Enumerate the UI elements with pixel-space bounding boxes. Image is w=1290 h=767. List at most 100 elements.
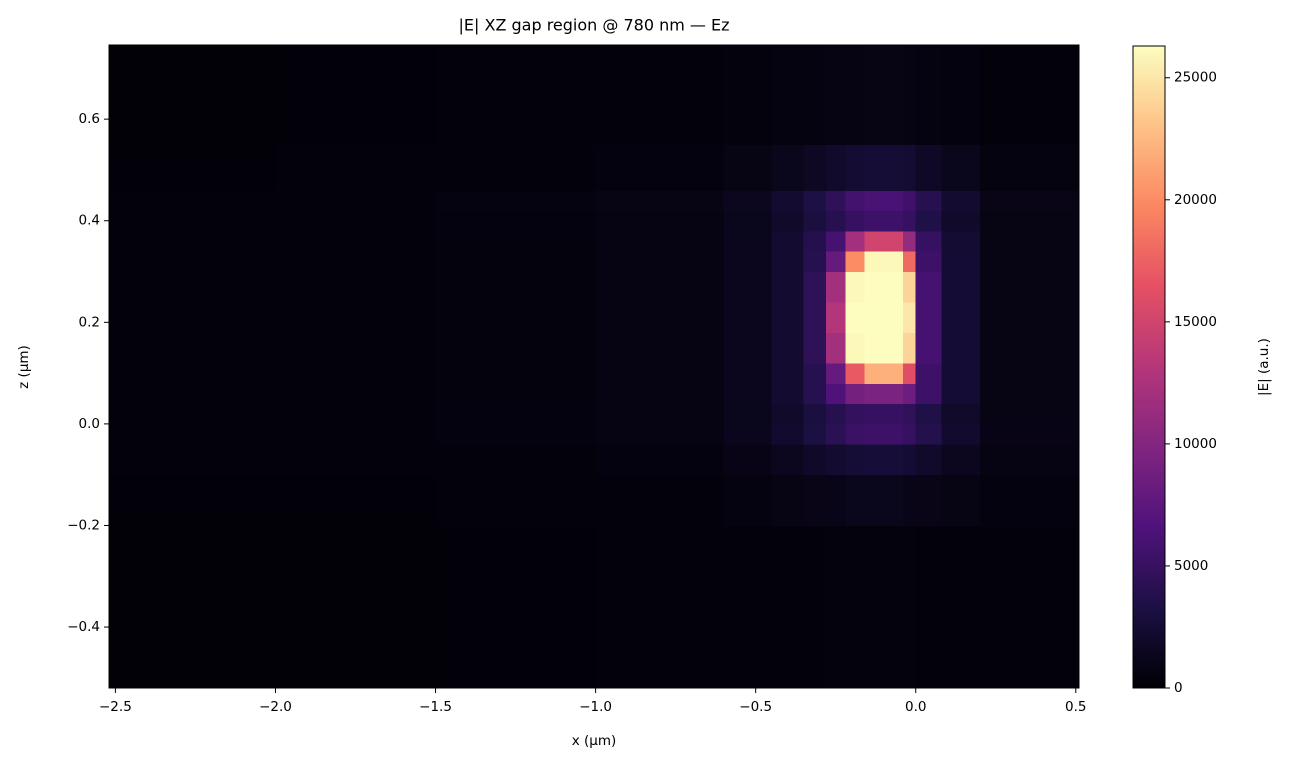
cell xyxy=(845,444,866,476)
cell xyxy=(275,525,437,689)
cell xyxy=(275,45,437,146)
cell xyxy=(435,403,597,425)
cell xyxy=(826,403,846,425)
x-axis-label: x (µm) xyxy=(572,733,617,749)
cell xyxy=(435,525,597,689)
cell xyxy=(771,423,805,445)
cell xyxy=(941,301,981,333)
cell xyxy=(864,332,885,364)
cell xyxy=(826,271,846,303)
cell xyxy=(979,230,1080,252)
cell xyxy=(803,383,827,405)
cell xyxy=(109,332,276,364)
cell xyxy=(845,332,866,364)
cell xyxy=(109,144,276,191)
cell xyxy=(979,45,1080,146)
cell xyxy=(109,444,276,476)
cell xyxy=(941,210,981,232)
cell xyxy=(109,271,276,303)
y-tick-label: 0.2 xyxy=(79,314,100,330)
cell xyxy=(864,271,885,303)
cell xyxy=(902,251,917,273)
cell xyxy=(275,362,437,384)
x-tick-label: −2.0 xyxy=(259,699,292,715)
cell xyxy=(902,210,917,232)
cell xyxy=(915,144,942,191)
cell xyxy=(883,444,904,476)
cell xyxy=(864,144,885,191)
cell xyxy=(845,210,866,232)
colorbar-tick-label: 0 xyxy=(1174,680,1183,696)
cell xyxy=(902,301,917,333)
cell xyxy=(883,403,904,425)
cell xyxy=(845,144,866,191)
x-tick-label: −0.5 xyxy=(739,699,772,715)
cell xyxy=(275,403,437,425)
cell xyxy=(435,230,597,252)
cell xyxy=(803,362,827,384)
cell xyxy=(826,301,846,333)
cell xyxy=(902,362,917,384)
cell xyxy=(595,144,725,191)
cell xyxy=(275,301,437,333)
cell xyxy=(941,251,981,273)
cell xyxy=(883,474,904,526)
cell xyxy=(435,301,597,333)
cell xyxy=(883,190,904,212)
cell xyxy=(902,525,917,689)
x-tick-label: −1.0 xyxy=(579,699,612,715)
cell xyxy=(435,362,597,384)
cell xyxy=(435,383,597,405)
cell xyxy=(109,190,276,212)
cell xyxy=(595,271,725,303)
cell xyxy=(979,210,1080,232)
cell xyxy=(826,251,846,273)
cell xyxy=(803,332,827,364)
cell xyxy=(902,474,917,526)
cell xyxy=(109,230,276,252)
cell xyxy=(275,251,437,273)
cell xyxy=(915,210,942,232)
cell xyxy=(803,444,827,476)
cell xyxy=(826,230,846,252)
cell xyxy=(595,383,725,405)
cell xyxy=(109,403,276,425)
cell xyxy=(979,271,1080,303)
cell xyxy=(723,251,773,273)
cell xyxy=(723,144,773,191)
cell xyxy=(771,210,805,232)
colorbar-label: |E| (a.u.) xyxy=(1256,338,1272,396)
cell xyxy=(941,423,981,445)
cell xyxy=(845,251,866,273)
cell xyxy=(864,423,885,445)
cell xyxy=(109,210,276,232)
cell xyxy=(845,45,866,146)
cell xyxy=(845,474,866,526)
cell xyxy=(803,190,827,212)
cell xyxy=(883,144,904,191)
cell xyxy=(864,251,885,273)
cell xyxy=(435,423,597,445)
cell xyxy=(435,144,597,191)
cell xyxy=(883,230,904,252)
cell xyxy=(723,45,773,146)
cell xyxy=(275,210,437,232)
cell xyxy=(803,144,827,191)
cell xyxy=(915,474,942,526)
cell xyxy=(915,251,942,273)
cell xyxy=(826,383,846,405)
cell xyxy=(803,230,827,252)
cell xyxy=(864,383,885,405)
cell xyxy=(915,362,942,384)
x-tick-label: 0.0 xyxy=(905,699,926,715)
cell xyxy=(435,444,597,476)
cell xyxy=(435,332,597,364)
cell xyxy=(902,423,917,445)
cell xyxy=(845,403,866,425)
cell xyxy=(845,383,866,405)
cell xyxy=(595,362,725,384)
cell xyxy=(883,251,904,273)
cell xyxy=(771,230,805,252)
cell xyxy=(864,230,885,252)
